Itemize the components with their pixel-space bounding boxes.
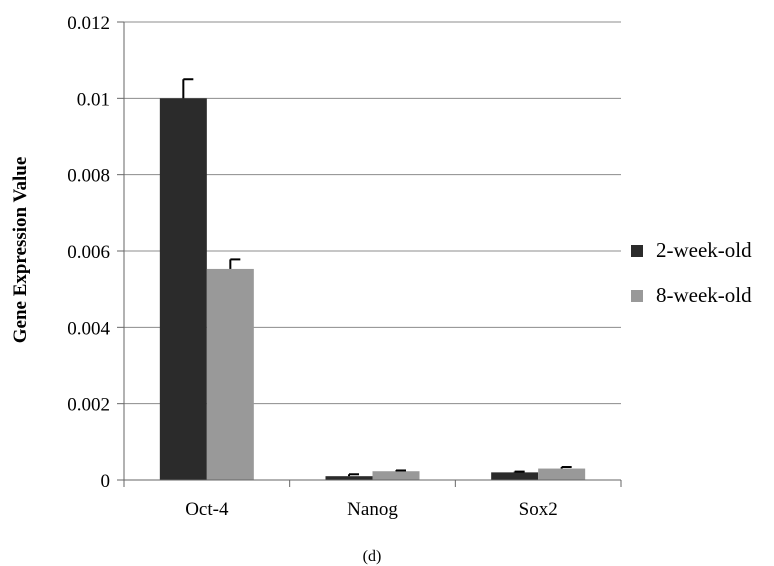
bar-8-week-old-Nanog: [372, 471, 420, 480]
bar-2-week-old-Oct-4: [159, 98, 207, 480]
y-tick-label: 0.012: [67, 13, 110, 34]
y-tick-label: 0.004: [67, 318, 110, 339]
bars: [159, 98, 586, 480]
y-tick-labels: 0 0.002 0.004 0.006 0.008 0.01 0.012: [67, 13, 110, 492]
legend-swatch: [631, 290, 643, 302]
legend-label: 8-week-old: [656, 283, 752, 307]
bar-8-week-old-Oct-4: [206, 268, 254, 480]
legend-swatch: [631, 245, 643, 257]
y-axis-label: Gene Expression Value: [10, 157, 31, 344]
y-tick-label: 0.01: [77, 89, 110, 110]
bar-8-week-old-Sox2: [538, 468, 586, 480]
y-tick-label: 0: [101, 471, 111, 492]
category-label: Nanog: [347, 499, 398, 520]
bar-2-week-old-Sox2: [491, 472, 539, 480]
category-label: Oct-4: [185, 499, 229, 520]
y-tick-label: 0.002: [67, 395, 110, 416]
y-tick-label: 0.006: [67, 242, 110, 263]
legend: 2-week-old 8-week-old: [631, 238, 752, 307]
panel-label: (d): [363, 548, 382, 565]
category-labels: Oct-4 Nanog Sox2: [185, 499, 558, 520]
legend-label: 2-week-old: [656, 238, 752, 262]
y-tick-label: 0.008: [67, 166, 110, 187]
axes: [117, 21, 622, 487]
bar-2-week-old-Nanog: [325, 476, 373, 480]
category-label: Sox2: [519, 499, 558, 520]
error-bars: [182, 78, 572, 477]
